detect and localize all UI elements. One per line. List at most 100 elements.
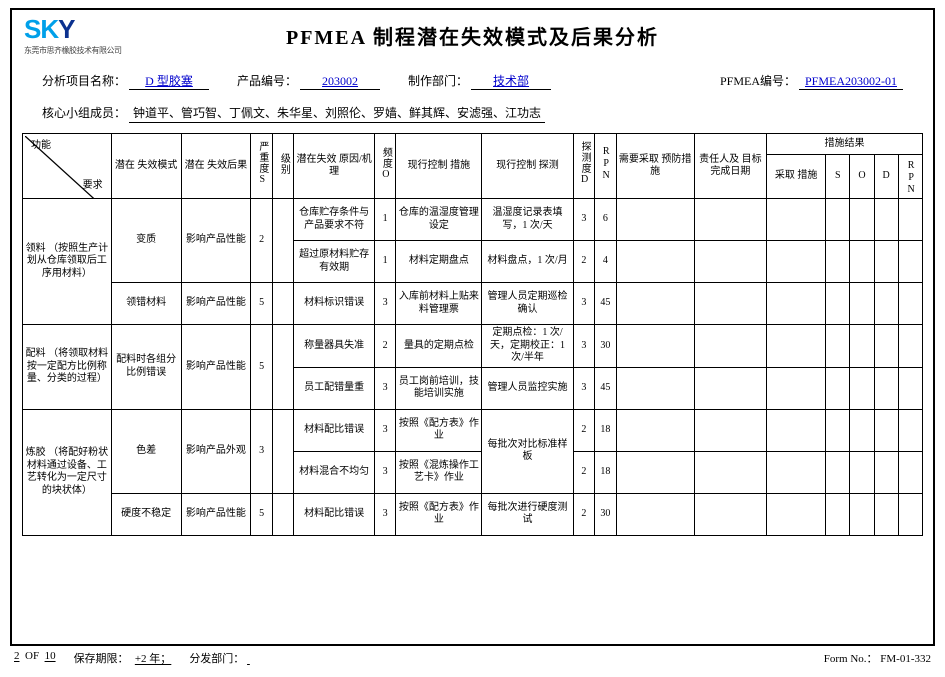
cell-occ: 3 — [374, 451, 395, 493]
cell-occ: 3 — [374, 283, 395, 325]
cell-effect: 影响产品外观 — [181, 409, 251, 493]
cell-rec — [616, 199, 694, 241]
cell-detctrl: 每批次对比标准样板 — [482, 409, 573, 493]
cell-rpn: 30 — [595, 493, 616, 535]
th-result-group: 措施结果 — [767, 134, 923, 155]
th-fail-effect: 潜在 失效后果 — [181, 134, 251, 199]
meta-pfmea-no: PFMEA编号： PFMEA203002-01 — [720, 72, 903, 90]
th-result-s: S — [826, 154, 850, 198]
cell-detctrl: 管理人员定期巡检确认 — [482, 283, 573, 325]
cell-cause: 材料混合不均匀 — [294, 451, 375, 493]
cell-sev: 3 — [251, 409, 272, 493]
page-frame: S K Y 东莞市思齐橡胶技术有限公司 PFMEA 制程潜在失效模式及后果分析 … — [10, 8, 935, 646]
meta-pfmea-no-value: PFMEA203002-01 — [799, 74, 903, 90]
cell-class — [272, 283, 293, 325]
cell-detctrl: 材料盘点，1 次/月 — [482, 241, 573, 283]
cell-prev: 按照《混炼操作工艺卡》作业 — [396, 451, 482, 493]
cell-class — [272, 199, 293, 283]
th-result-action: 采取 措施 — [767, 154, 826, 198]
th-result-o: O — [850, 154, 874, 198]
cell-prev: 按照《配方表》作业 — [396, 493, 482, 535]
th-cause: 潜在失效 原因/机理 — [294, 134, 375, 199]
meta-dept-label: 制作部门： — [408, 74, 468, 88]
th-class: 级别 — [272, 134, 293, 199]
footer-right: Form No.： FM-01-332 — [824, 650, 931, 666]
team-members: 钟道平、管巧智、丁佩文、朱华星、刘照伦、罗嫱、鲜其辉、安滤强、江功志 — [129, 104, 545, 123]
logo-block: S K Y 东莞市思齐橡胶技术有限公司 — [24, 14, 154, 56]
meta-product-no-value: 203002 — [300, 74, 380, 90]
th-function-label: 功能 — [31, 140, 51, 153]
footer-page-cur: 2 — [14, 650, 20, 662]
fmea-tbody: 领料 （按照生产计划从仓库领取后工序用材料） 变质 影响产品性能 2 仓库贮存条… — [23, 199, 923, 536]
meta-dept: 制作部门： 技术部 — [408, 72, 551, 90]
cell-prev: 员工岗前培训，技能培训实施 — [396, 367, 482, 409]
cell-mode: 领错材料 — [111, 283, 181, 325]
meta-project: 分析项目名称： D 型胶塞 — [42, 72, 209, 90]
logo-subtitle: 东莞市思齐橡胶技术有限公司 — [24, 45, 154, 56]
cell-rpn: 18 — [595, 451, 616, 493]
logo: S K Y — [24, 14, 154, 45]
cell-cause: 材料配比错误 — [294, 493, 375, 535]
footer-dist-val — [247, 653, 307, 665]
cell-class — [272, 493, 293, 535]
footer-left: 2 OF 10 保存期限： +2 年； 分发部门： — [14, 650, 307, 666]
cell-cause: 称量器具失准 — [294, 325, 375, 368]
cell-prev: 入库前材料上贴来料管理票 — [396, 283, 482, 325]
logo-letter-s: S — [24, 14, 40, 45]
cell-resp — [694, 199, 767, 241]
meta-project-label: 分析项目名称： — [42, 74, 126, 88]
cell-det: 2 — [573, 241, 594, 283]
team-row: 核心小组成员： 钟道平、管巧智、丁佩文、朱华星、刘照伦、罗嫱、鲜其辉、安滤强、江… — [12, 98, 933, 133]
cell-ro — [850, 199, 874, 241]
th-det: 探测度D — [573, 134, 594, 199]
footer-retain-val: +2 年； — [131, 650, 171, 666]
cell-mode: 配料时各组分比例错误 — [111, 325, 181, 410]
cell-occ: 3 — [374, 367, 395, 409]
page-title: PFMEA 制程潜在失效模式及后果分析 — [154, 21, 921, 50]
cell-cause: 材料配比错误 — [294, 409, 375, 451]
cell-det: 2 — [573, 409, 594, 451]
th-fail-mode: 潜在 失效模式 — [111, 134, 181, 199]
cell-prev: 量具的定期点检 — [396, 325, 482, 368]
meta-dept-value: 技术部 — [471, 72, 551, 90]
team-label: 核心小组成员： — [42, 106, 126, 120]
logo-letter-k: K — [40, 14, 58, 45]
cell-det: 3 — [573, 367, 594, 409]
table-row: 硬度不稳定 影响产品性能 5 材料配比错误 3 按照《配方表》作业 每批次进行硬… — [23, 493, 923, 535]
cell-prev: 材料定期盘点 — [396, 241, 482, 283]
cell-occ: 1 — [374, 199, 395, 241]
footer-retain-label: 保存期限： — [74, 653, 129, 665]
cell-occ: 3 — [374, 493, 395, 535]
th-sev: 严重度S — [251, 134, 272, 199]
th-requirement-label: 要求 — [83, 180, 103, 193]
th-function: 功能 要求 — [23, 134, 112, 199]
cell-cause: 超过原材料贮存有效期 — [294, 241, 375, 283]
th-rpn: RPN — [595, 134, 616, 199]
table-row: 炼胶 （将配好粉状材料通过设备、工艺转化为一定尺寸的块状体） 色差 影响产品外观… — [23, 409, 923, 451]
cell-rpn: 18 — [595, 409, 616, 451]
meta-project-value: D 型胶塞 — [129, 72, 209, 90]
cell-effect: 影响产品性能 — [181, 493, 251, 535]
footer-formno-label: Form No.： — [824, 653, 878, 665]
cell-rs — [826, 199, 850, 241]
table-row: 领料 （按照生产计划从仓库领取后工序用材料） 变质 影响产品性能 2 仓库贮存条… — [23, 199, 923, 241]
th-occ: 频度O — [374, 134, 395, 199]
cell-cause: 材料标识错误 — [294, 283, 375, 325]
cell-sev: 5 — [251, 493, 272, 535]
cell-det: 2 — [573, 493, 594, 535]
cell-effect: 影响产品性能 — [181, 325, 251, 410]
meta-product-no-label: 产品编号： — [237, 74, 297, 88]
cell-sev: 5 — [251, 283, 272, 325]
th-control-det: 现行控制 探测 — [482, 134, 573, 199]
cell-cause: 员工配错量重 — [294, 367, 375, 409]
cell-class — [272, 409, 293, 493]
cell-det: 3 — [573, 325, 594, 368]
cell-det: 2 — [573, 451, 594, 493]
cell-rrpn — [898, 199, 922, 241]
th-rec-action: 需要采取 预防措施 — [616, 134, 694, 199]
cell-mode: 色差 — [111, 409, 181, 493]
meta-row: 分析项目名称： D 型胶塞 产品编号： 203002 制作部门： 技术部 PFM… — [12, 58, 933, 98]
cell-prev: 仓库的温湿度管理设定 — [396, 199, 482, 241]
meta-pfmea-no-label: PFMEA编号： — [720, 74, 796, 88]
cell-prev: 按照《配方表》作业 — [396, 409, 482, 451]
